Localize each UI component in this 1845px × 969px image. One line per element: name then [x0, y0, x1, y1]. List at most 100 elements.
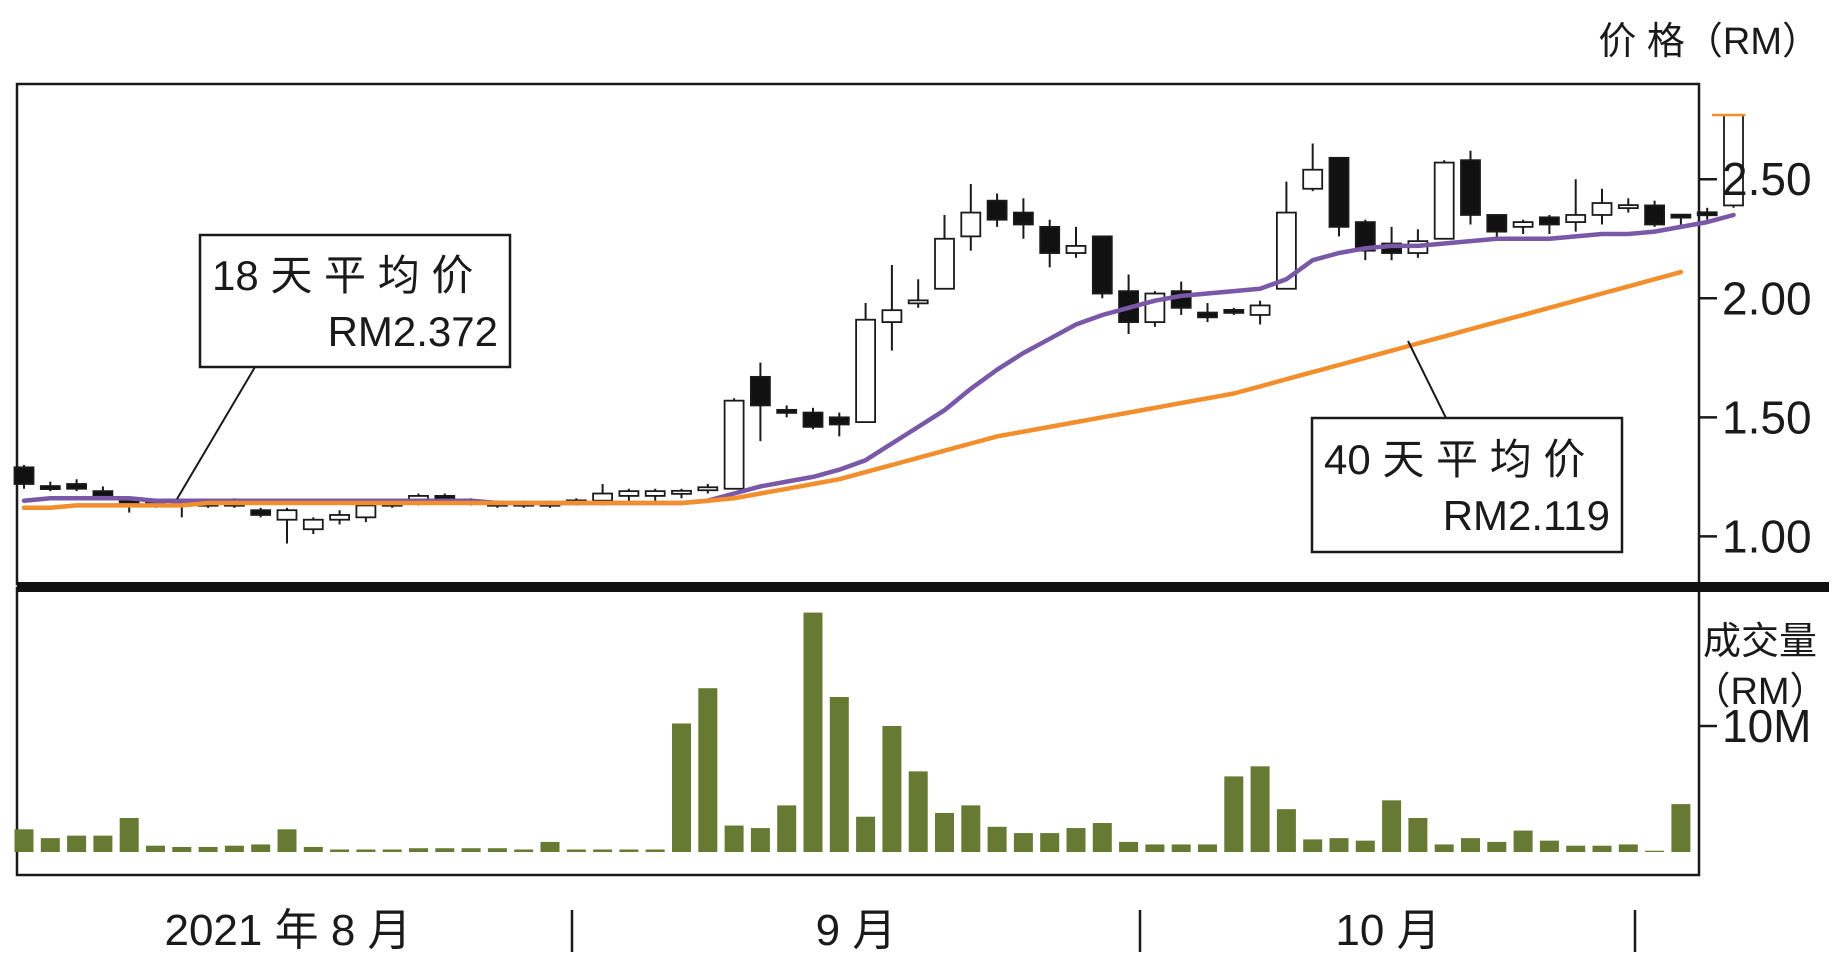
month-label-oct: 10 月: [1335, 906, 1440, 955]
volume-bar: [1224, 776, 1244, 852]
volume-bar: [514, 849, 534, 852]
candle-body-down: [1460, 159, 1481, 216]
volume-bar: [1566, 845, 1586, 852]
y-axis-ticks: 2.50 2.00 1.50 1.00 10M: [1700, 153, 1812, 752]
candle-body-up: [1565, 214, 1587, 223]
panel-separator: [17, 582, 1829, 592]
candlestick: [1249, 300, 1271, 325]
candle-body-up: [1591, 202, 1613, 216]
ma40-callout-value: RM2.119: [1443, 492, 1610, 539]
candlestick: [934, 214, 955, 290]
candle-body-down: [1539, 216, 1560, 226]
price-tick-label: 1.50: [1722, 391, 1812, 443]
candle-body-down: [1354, 221, 1376, 252]
candle-body-down: [1039, 225, 1061, 254]
candle-body-down: [1644, 204, 1665, 226]
candlestick: [855, 303, 876, 423]
volume-bar: [40, 838, 60, 852]
ma18-line: [21, 212, 1736, 506]
candlestick: [671, 488, 692, 499]
volume-bar: [1145, 844, 1165, 852]
volume-bar: [1382, 800, 1402, 852]
candlestick: [302, 517, 324, 534]
volume-bar: [330, 849, 350, 852]
month-label-sep: 9 月: [816, 906, 897, 955]
ma40-callout-label: 40 天 平 均 价: [1324, 436, 1585, 483]
volume-bar: [172, 846, 192, 852]
candle-body-up: [671, 489, 692, 495]
candle-body-down: [1486, 214, 1508, 233]
candlestick: [276, 507, 298, 544]
candlestick: [1065, 226, 1087, 258]
volume-bar: [1329, 838, 1349, 852]
candlestick: [1039, 219, 1061, 268]
volume-bar: [435, 848, 455, 852]
ma18-callout-value: RM2.372: [328, 308, 498, 355]
candlestick: [39, 481, 61, 492]
candle-body-up: [644, 490, 666, 497]
volume-axis-title-line2: （RM）: [1692, 671, 1827, 713]
volume-bar: [146, 845, 165, 852]
volume-bar: [645, 849, 665, 852]
volume-bar: [961, 805, 981, 852]
candle-body-down: [39, 485, 61, 490]
candlestick: [776, 405, 798, 418]
candlestick: [66, 479, 87, 492]
candlestick: [1565, 179, 1587, 232]
volume-bar: [882, 726, 902, 852]
volume-bar: [724, 825, 744, 852]
volume-bar: [93, 835, 113, 852]
volume-bar: [487, 848, 507, 852]
volume-bar: [461, 848, 481, 852]
volume-bar: [619, 849, 639, 852]
candle-body-down: [986, 199, 1008, 221]
volume-bar: [1671, 804, 1691, 852]
volume-bar: [1645, 850, 1665, 852]
price-axis-title: 价 格（RM）: [1598, 21, 1820, 63]
volume-bar: [540, 841, 560, 852]
volume-bar: [303, 846, 323, 852]
candle-body-up: [1276, 211, 1297, 290]
volume-bar: [1408, 817, 1428, 852]
volume-bar: [856, 816, 876, 852]
candlestick: [750, 362, 771, 442]
volume-bar: [1198, 844, 1217, 852]
candlestick: [723, 398, 745, 490]
volume-bar-layer: [14, 612, 1691, 852]
volume-bar: [382, 849, 402, 852]
volume-bar: [1040, 833, 1060, 852]
candlestick: [1013, 198, 1034, 239]
candlestick: [1723, 114, 1744, 208]
candlestick-layer: [13, 114, 1744, 544]
candle-body-up: [329, 514, 351, 521]
candle-body-up: [881, 309, 903, 323]
candlestick: [960, 184, 982, 251]
volume-bar: [119, 817, 139, 852]
candlestick: [828, 412, 850, 437]
ma18-callout-box: [198, 233, 512, 369]
volume-bar: [1092, 823, 1112, 852]
moving-average-layer: [21, 113, 1746, 511]
candlestick: [618, 488, 640, 501]
volume-bar: [277, 829, 297, 852]
candle-body-down: [1328, 156, 1350, 228]
candlestick: [1617, 198, 1639, 213]
candlestick: [1223, 307, 1245, 315]
candlestick: [1091, 235, 1113, 299]
candle-body-down: [802, 411, 824, 428]
volume-bar: [198, 846, 218, 852]
candlestick: [802, 407, 824, 430]
volume-bar: [935, 812, 954, 852]
candle-body-up: [907, 299, 929, 305]
candle-body-up: [1249, 304, 1271, 316]
price-tick-label: 2.00: [1722, 272, 1812, 324]
price-tick-label: 1.00: [1722, 510, 1812, 562]
volume-bar: [987, 826, 1007, 852]
candle-body-down: [92, 490, 114, 497]
candle-body-down: [828, 416, 850, 426]
candle-body-down: [1696, 211, 1718, 217]
candle-body-up: [855, 318, 876, 423]
candle-body-up: [960, 211, 982, 238]
volume-bar: [1592, 845, 1612, 852]
